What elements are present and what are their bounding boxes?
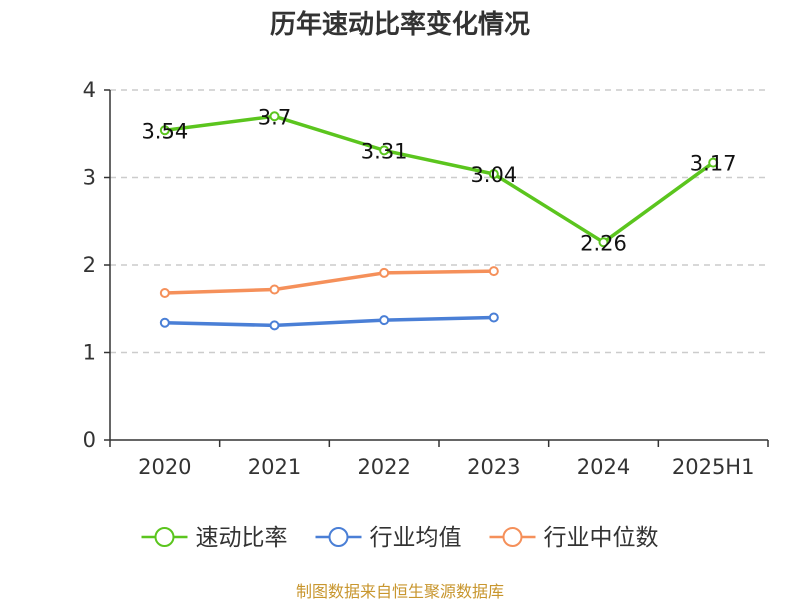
data-label-2022: 3.31 <box>361 139 408 163</box>
x-tick-label-2025H1: 2025H1 <box>672 455 755 479</box>
legend-marker-2 <box>502 527 523 547</box>
series-lines <box>159 111 719 331</box>
legend-marker-0 <box>154 527 175 547</box>
legend: 速动比率 行业均值 行业中位数 <box>141 525 659 551</box>
x-tick-label-2021: 2021 <box>248 455 301 479</box>
x-tick-label-2020: 2020 <box>138 455 191 479</box>
source-note: 制图数据来自恒生聚源数据库 <box>295 582 504 601</box>
data-labels: 3.54 3.7 3.31 3.04 2.26 3.17 <box>141 105 736 255</box>
data-point-s2-2020 <box>159 288 170 298</box>
data-point-s0-2021 <box>269 111 280 122</box>
series-line-2 <box>164 269 494 295</box>
legend-label-2: 行业中位数 <box>544 525 659 551</box>
data-label-2020: 3.54 <box>141 119 188 143</box>
data-point-s1-2023 <box>488 312 499 323</box>
data-point-s0-2022 <box>379 145 390 156</box>
grid-lines <box>110 89 768 354</box>
data-point-s0-2024 <box>598 237 609 248</box>
y-tick-label-1: 1 <box>83 341 96 365</box>
y-tick-label-0: 0 <box>83 428 96 452</box>
data-label-2021: 3.7 <box>258 105 291 129</box>
data-point-s2-2021 <box>269 284 280 295</box>
series-line-0 <box>164 114 715 245</box>
data-point-s2-2023 <box>488 266 499 277</box>
legend-marker-1 <box>328 527 349 547</box>
axes: 0 1 2 3 4 2020 2021 2022 2023 2024 2025H1 <box>83 78 769 479</box>
data-point-s0-2020 <box>159 125 170 136</box>
y-tick-label-2: 2 <box>83 253 96 277</box>
x-tick-label-2022: 2022 <box>357 455 410 479</box>
data-point-s0-2023 <box>488 169 499 179</box>
data-point-s1-2022 <box>379 315 390 326</box>
y-tick-label-3: 3 <box>83 166 96 190</box>
series-line-1 <box>164 315 494 328</box>
data-point-s2-2022 <box>379 267 390 278</box>
legend-label-0: 速动比率 <box>196 525 288 551</box>
data-label-2023: 3.04 <box>470 163 517 187</box>
x-tick-label-2024: 2024 <box>577 455 630 479</box>
legend-label-1: 行业均值 <box>370 525 462 551</box>
data-point-s0-2025H1 <box>708 157 719 168</box>
chart-title: 历年速动比率变化情况 <box>269 10 530 40</box>
data-point-s1-2020 <box>159 317 170 328</box>
data-label-2024: 2.26 <box>580 231 627 255</box>
data-label-2025H1: 3.17 <box>690 152 737 176</box>
data-point-s1-2021 <box>269 320 280 331</box>
y-tick-label-4: 4 <box>83 78 96 102</box>
x-tick-label-2023: 2023 <box>467 455 520 479</box>
